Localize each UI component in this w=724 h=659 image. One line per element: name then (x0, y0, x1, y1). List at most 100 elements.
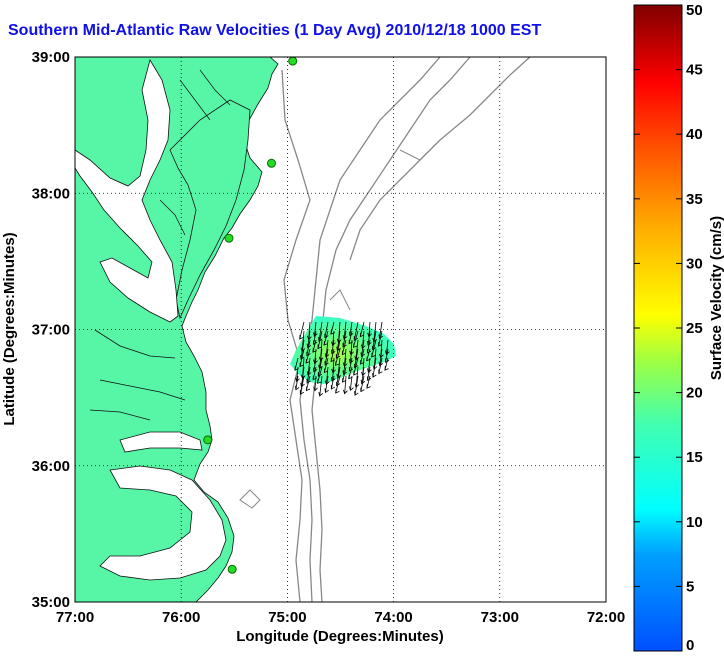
velocity-arrow (325, 339, 329, 358)
y-tick-label: 39:00 (32, 49, 70, 66)
velocity-arrow (342, 330, 347, 348)
velocity-arrow (323, 357, 329, 373)
chesapeake-bay (75, 58, 179, 323)
colorbar-tick-label: 20 (686, 385, 703, 402)
velocity-arrowhead (353, 370, 358, 376)
velocity-arrow (354, 348, 359, 368)
velocity-arrow (307, 330, 311, 348)
velocity-arrowhead (294, 366, 299, 371)
station-marker (266, 158, 276, 168)
velocity-arrowhead (342, 335, 348, 340)
velocity-arrowhead (299, 390, 305, 395)
velocity-arrow (324, 348, 329, 366)
velocity-arrow (378, 357, 383, 374)
velocity-arrowhead (354, 391, 359, 396)
station-marker (227, 564, 237, 574)
velocity-arrow (319, 375, 323, 397)
velocity-arrowhead (312, 348, 317, 353)
velocity-arrowhead (360, 360, 365, 365)
velocity-arrow (299, 375, 305, 395)
colorbar-label: Surface Velocity (cm/s) (708, 216, 724, 380)
velocity-arrowhead (330, 330, 335, 335)
velocity-arrow (348, 357, 353, 372)
velocity-arrowhead (317, 344, 322, 350)
velocity-arrow (343, 321, 347, 340)
velocity-arrowhead (312, 367, 318, 373)
velocity-arrow (341, 339, 347, 355)
velocity-arrowhead (367, 368, 372, 374)
velocity-arrow (325, 375, 329, 393)
velocity-arrowhead (360, 379, 366, 385)
velocity-arrowhead (378, 334, 383, 340)
velocity-arrow (371, 339, 377, 358)
velocity-arrowhead (317, 372, 323, 377)
station-marker (224, 233, 234, 243)
velocity-arrow (385, 339, 389, 355)
velocity-arrow (324, 321, 329, 338)
velocity-arrowhead (323, 340, 328, 346)
velocity-arrow (359, 321, 365, 337)
velocity-arrowhead (342, 370, 347, 376)
velocity-arrowhead (299, 362, 304, 368)
velocity-arrowhead (360, 352, 365, 358)
velocity-arrow (373, 321, 377, 343)
velocity-arrow (318, 321, 323, 342)
velocity-arrowhead (366, 384, 371, 389)
velocity-arrow (367, 357, 371, 373)
velocity-arrowhead (316, 379, 322, 384)
velocity-arrow (360, 375, 365, 392)
velocity-arrowhead (313, 386, 318, 392)
y-tick-label: 36:00 (32, 458, 70, 475)
land-delmarva (169, 99, 251, 320)
x-tick-label: 72:00 (587, 609, 625, 626)
pamlico-sound (99, 465, 227, 581)
contour-2 (299, 57, 441, 602)
coast-detail (159, 69, 231, 236)
velocity-arrow (300, 366, 305, 387)
velocity-arrowhead (352, 343, 358, 348)
velocity-arrow (305, 375, 311, 391)
velocity-arrowhead (378, 361, 384, 367)
velocity-arrowhead (359, 332, 365, 338)
velocity-arrow (306, 339, 311, 356)
x-tick-label: 76:00 (162, 609, 200, 626)
velocity-arrowhead (324, 353, 330, 358)
velocity-arrow (360, 348, 365, 365)
velocity-arrowhead (378, 369, 383, 375)
velocity-arrowhead (305, 386, 311, 392)
velocity-arrow (295, 375, 299, 390)
station-marker (288, 57, 298, 66)
velocity-arrowhead (353, 363, 359, 369)
colorbar-tick-labels: 0 5 10 15 20 25 30 35 40 45 50 (634, 2, 703, 654)
contour-1 (281, 69, 311, 602)
colorbar-tick-label: 25 (686, 320, 703, 337)
velocity-arrowhead (300, 355, 305, 360)
plot-frame (74, 56, 607, 603)
velocity-arrowhead (366, 356, 371, 362)
velocity-arrowhead (331, 376, 336, 382)
x-tick-label: 73:00 (481, 609, 519, 626)
velocity-arrowhead (312, 340, 318, 346)
velocity-arrow (317, 330, 323, 349)
velocity-arrow (314, 375, 317, 391)
velocity-arrowhead (335, 354, 341, 359)
velocity-arrow (368, 321, 371, 337)
velocity-arrowhead (305, 358, 310, 364)
velocity-arrowhead (342, 378, 347, 383)
velocity-arrow (300, 339, 305, 360)
velocity-arrowhead (318, 391, 324, 397)
velocity-arrow (353, 321, 359, 341)
velocity-arrowhead (323, 368, 329, 374)
velocity-arrowhead (324, 361, 329, 366)
velocity-arrow (366, 339, 371, 354)
velocity-arrowhead (330, 384, 336, 390)
y-tick-labels: 39:00 38:00 37:00 36:00 35:00 (32, 49, 70, 611)
contour-3 (311, 57, 471, 602)
velocity-arrow (349, 375, 353, 391)
velocity-arrowhead (366, 376, 372, 382)
velocity-arrowhead (348, 374, 353, 380)
velocity-arrow (307, 357, 311, 376)
velocity-arrowhead (306, 343, 312, 349)
velocity-arrow (379, 321, 383, 339)
grid-lines (75, 57, 606, 602)
